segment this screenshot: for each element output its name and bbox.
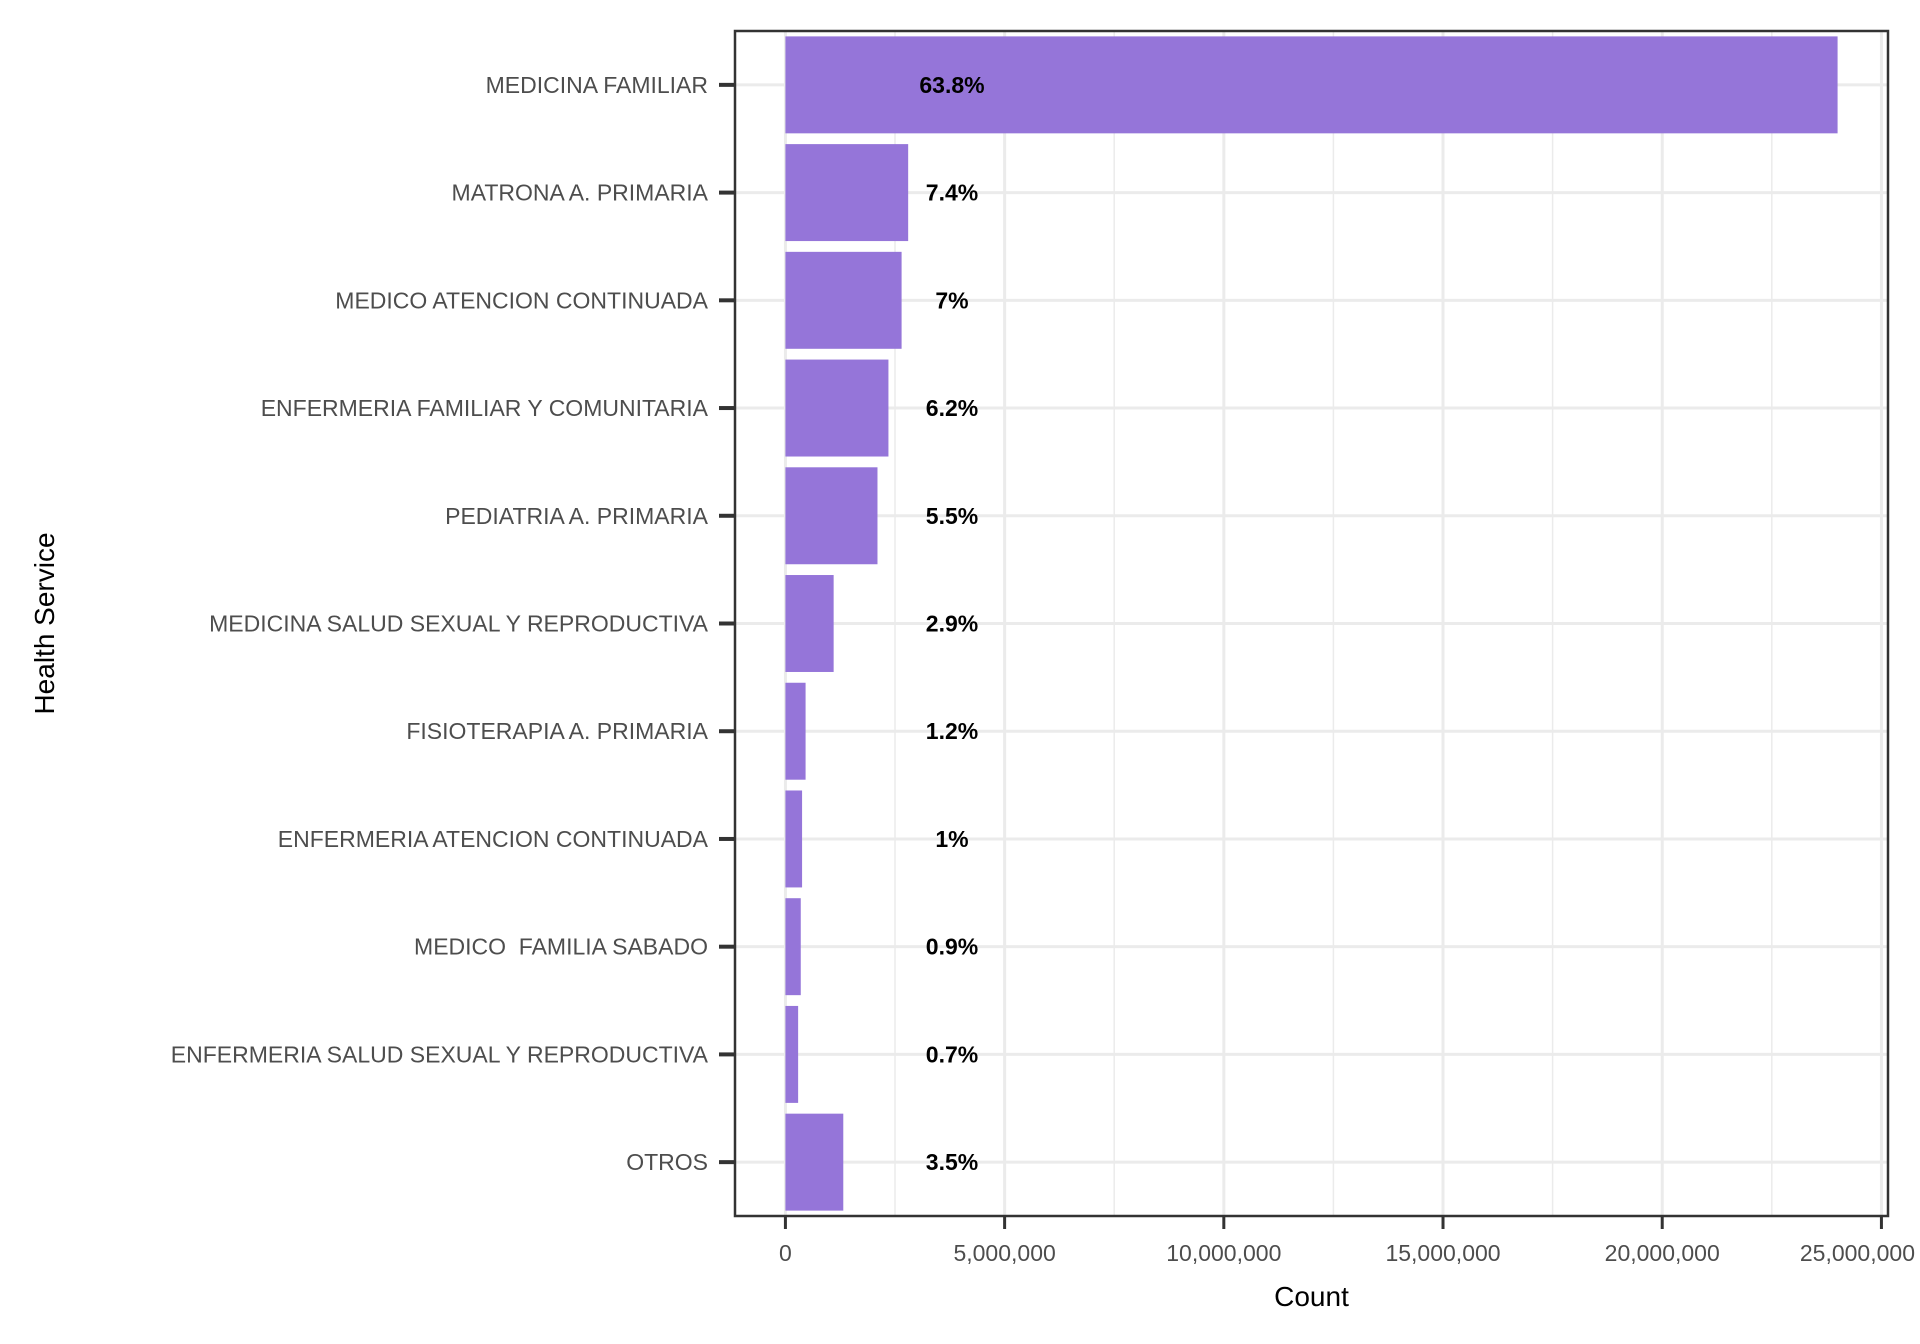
- percent-label: 2.9%: [926, 611, 978, 637]
- bar: [785, 1005, 799, 1103]
- percent-label: 0.7%: [926, 1041, 978, 1067]
- x-tick-label: 10,000,000: [1166, 1240, 1281, 1266]
- percent-label: 7.4%: [926, 180, 978, 206]
- percent-label: 1.2%: [926, 718, 978, 744]
- bar: [785, 682, 806, 780]
- bar: [785, 36, 1838, 134]
- x-tick-label: 25,000,000: [1800, 1240, 1915, 1266]
- x-tick-label: 20,000,000: [1605, 1240, 1720, 1266]
- category-label: ENFERMERIA SALUD SEXUAL Y REPRODUCTIVA: [171, 1041, 709, 1067]
- bar: [785, 144, 909, 242]
- y-axis-title: Health Service: [29, 532, 60, 714]
- category-label: MATRONA A. PRIMARIA: [452, 180, 709, 206]
- percent-label: 0.9%: [926, 934, 978, 960]
- x-axis: 0 5,000,000 10,000,000 15,000,000 20,000,000…: [779, 1216, 1915, 1266]
- bar: [785, 467, 878, 565]
- y-axis: MEDICINA FAMILIAR MATRONA A. PRIMARIA MEDI…: [171, 72, 735, 1175]
- bar: [785, 1113, 844, 1211]
- percent-label: 5.5%: [926, 503, 978, 529]
- category-label: ENFERMERIA FAMILIAR Y COMUNITARIA: [261, 395, 709, 421]
- bar: [785, 898, 801, 996]
- bar: [785, 359, 889, 457]
- bars: [785, 36, 1838, 1211]
- category-label: MEDICO ATENCION CONTINUADA: [335, 287, 708, 313]
- percent-label: 1%: [935, 826, 968, 852]
- percent-labels: 63.8% 7.4% 7% 6.2% 5.5% 2.9% 1.2% 1% 0.9% 0.7% 3.5…: [919, 72, 984, 1175]
- bar: [785, 251, 902, 349]
- category-label: OTROS: [626, 1149, 708, 1175]
- percent-label: 6.2%: [926, 395, 978, 421]
- x-tick-label: 15,000,000: [1385, 1240, 1500, 1266]
- x-tick-label: 5,000,000: [953, 1240, 1055, 1266]
- bar: [785, 790, 803, 888]
- category-label: FISIOTERAPIA A. PRIMARIA: [406, 718, 708, 744]
- category-label: PEDIATRIA A. PRIMARIA: [445, 503, 709, 529]
- category-label: MEDICINA FAMILIAR: [486, 72, 708, 98]
- category-label: ENFERMERIA ATENCION CONTINUADA: [278, 826, 709, 852]
- x-tick-label: 0: [779, 1240, 792, 1266]
- percent-label: 63.8%: [919, 72, 984, 98]
- percent-label: 7%: [935, 287, 968, 313]
- percent-label: 3.5%: [926, 1149, 978, 1175]
- category-label: MEDICINA SALUD SEXUAL Y REPRODUCTIVA: [209, 611, 709, 637]
- bar: [785, 575, 834, 672]
- x-axis-title: Count: [1274, 1281, 1349, 1312]
- category-label: MEDICO FAMILIA SABADO: [414, 934, 708, 960]
